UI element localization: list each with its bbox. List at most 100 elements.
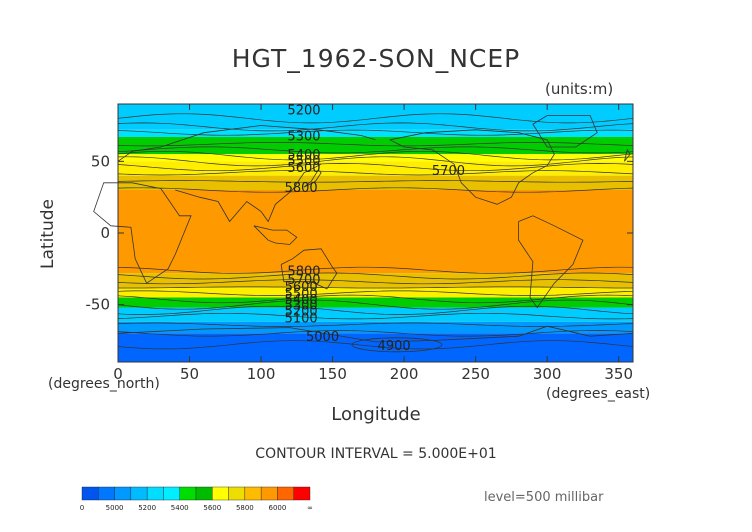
contour-line	[117, 156, 634, 167]
contour-line	[351, 337, 443, 353]
color-band	[118, 175, 633, 190]
contour-line	[117, 312, 634, 320]
x-tick-label: 350	[604, 365, 633, 383]
coastline	[624, 148, 631, 162]
color-band	[118, 297, 633, 308]
color-band	[118, 190, 633, 274]
x-unit-label: (degrees_east)	[546, 386, 651, 402]
contour-line	[117, 163, 634, 172]
color-band	[118, 307, 633, 322]
coastline	[175, 163, 322, 223]
contour-line	[117, 299, 634, 310]
legend-label: 6000	[269, 504, 287, 512]
legend-swatch	[81, 486, 99, 501]
coastline	[253, 225, 298, 245]
contour-line	[117, 340, 634, 350]
x-tick-label: 100	[247, 365, 276, 383]
legend-swatch	[163, 486, 180, 501]
legend-swatch	[212, 486, 229, 501]
contour-line	[117, 142, 634, 147]
legend-swatch	[293, 486, 311, 501]
color-band	[118, 154, 633, 162]
contour-line	[117, 113, 634, 124]
contour-label: 5400	[285, 293, 318, 308]
coastline	[280, 248, 338, 290]
x-tick-label: 0	[113, 365, 123, 383]
coastline	[117, 125, 376, 162]
units-label: (units:m)	[545, 80, 614, 98]
contour-line	[117, 187, 634, 193]
legend-label: 5800	[236, 504, 254, 512]
color-band	[118, 273, 633, 288]
x-tick-label: 200	[390, 365, 419, 383]
contour-line	[117, 290, 634, 296]
legend-swatch	[179, 486, 197, 501]
chart-title: HGT_1962-SON_NCEP	[231, 44, 521, 73]
contour-label: 5500	[287, 154, 320, 169]
contour-line	[118, 286, 633, 289]
color-band	[118, 287, 633, 298]
contour-line	[117, 122, 634, 132]
contour-label: 4900	[378, 339, 411, 354]
color-band	[118, 129, 633, 137]
y-unit-label: (degrees_north)	[48, 376, 160, 392]
contour-label: 5300	[287, 130, 320, 145]
x-tick-label: 300	[533, 365, 562, 383]
contour-label: 5700	[432, 164, 465, 179]
y-tick-label: -50	[86, 296, 111, 314]
legend-label: ∞	[307, 504, 313, 512]
contour-label: 5100	[285, 312, 318, 327]
x-tick-label: 250	[461, 365, 490, 383]
contour-label: 5400	[287, 148, 320, 163]
contour-label: 5600	[287, 161, 320, 176]
contour-line	[117, 305, 634, 315]
coastline	[93, 182, 192, 284]
legend-swatch	[244, 486, 262, 501]
contour-label: 5700	[287, 273, 320, 288]
x-tick-label: 50	[180, 365, 199, 383]
legend-label: 5400	[171, 504, 189, 512]
contour-label: 5200	[287, 104, 320, 119]
contour-interval-text: CONTOUR INTERVAL = 5.000E+01	[255, 446, 497, 462]
contour-line	[117, 266, 634, 274]
legend-swatch	[228, 486, 246, 501]
contour-label: 5200	[285, 304, 318, 319]
y-tick-label: 0	[100, 224, 110, 242]
contour-line	[117, 180, 634, 183]
contour-line	[117, 272, 634, 280]
coastline	[389, 129, 555, 205]
y-tick-label: 50	[91, 152, 110, 170]
contour-line	[117, 279, 634, 285]
legend-label: 5200	[138, 504, 156, 512]
level-text: level=500 millibar	[484, 490, 604, 505]
contour-line	[117, 150, 634, 161]
legend-swatch	[260, 486, 278, 501]
contour-line	[117, 330, 634, 337]
legend-swatch	[98, 486, 115, 501]
contour-label: 5000	[306, 330, 339, 345]
contour-line	[117, 170, 634, 176]
contour-line	[117, 146, 634, 154]
contour-label: 5500	[285, 287, 318, 302]
x-axis-label: Longitude	[331, 404, 421, 425]
legend-swatch	[130, 486, 148, 501]
coastline	[117, 325, 634, 343]
color-band	[118, 321, 633, 334]
contour-line	[117, 129, 634, 136]
x-tick-label: 150	[318, 365, 347, 383]
legend-label: 0	[80, 504, 84, 512]
coastline	[303, 169, 322, 188]
legend-swatch	[277, 486, 294, 501]
color-band	[118, 161, 633, 176]
legend-label: 5600	[203, 504, 221, 512]
contour-label: 5300	[285, 299, 318, 314]
coastline	[532, 115, 598, 148]
legend-swatch	[114, 486, 132, 501]
contour-label: 5800	[285, 181, 318, 196]
coastline	[518, 215, 584, 309]
legend-label: 5000	[106, 504, 124, 512]
legend-swatch	[195, 486, 213, 501]
legend-swatch	[146, 486, 164, 501]
contour-line	[117, 294, 634, 304]
